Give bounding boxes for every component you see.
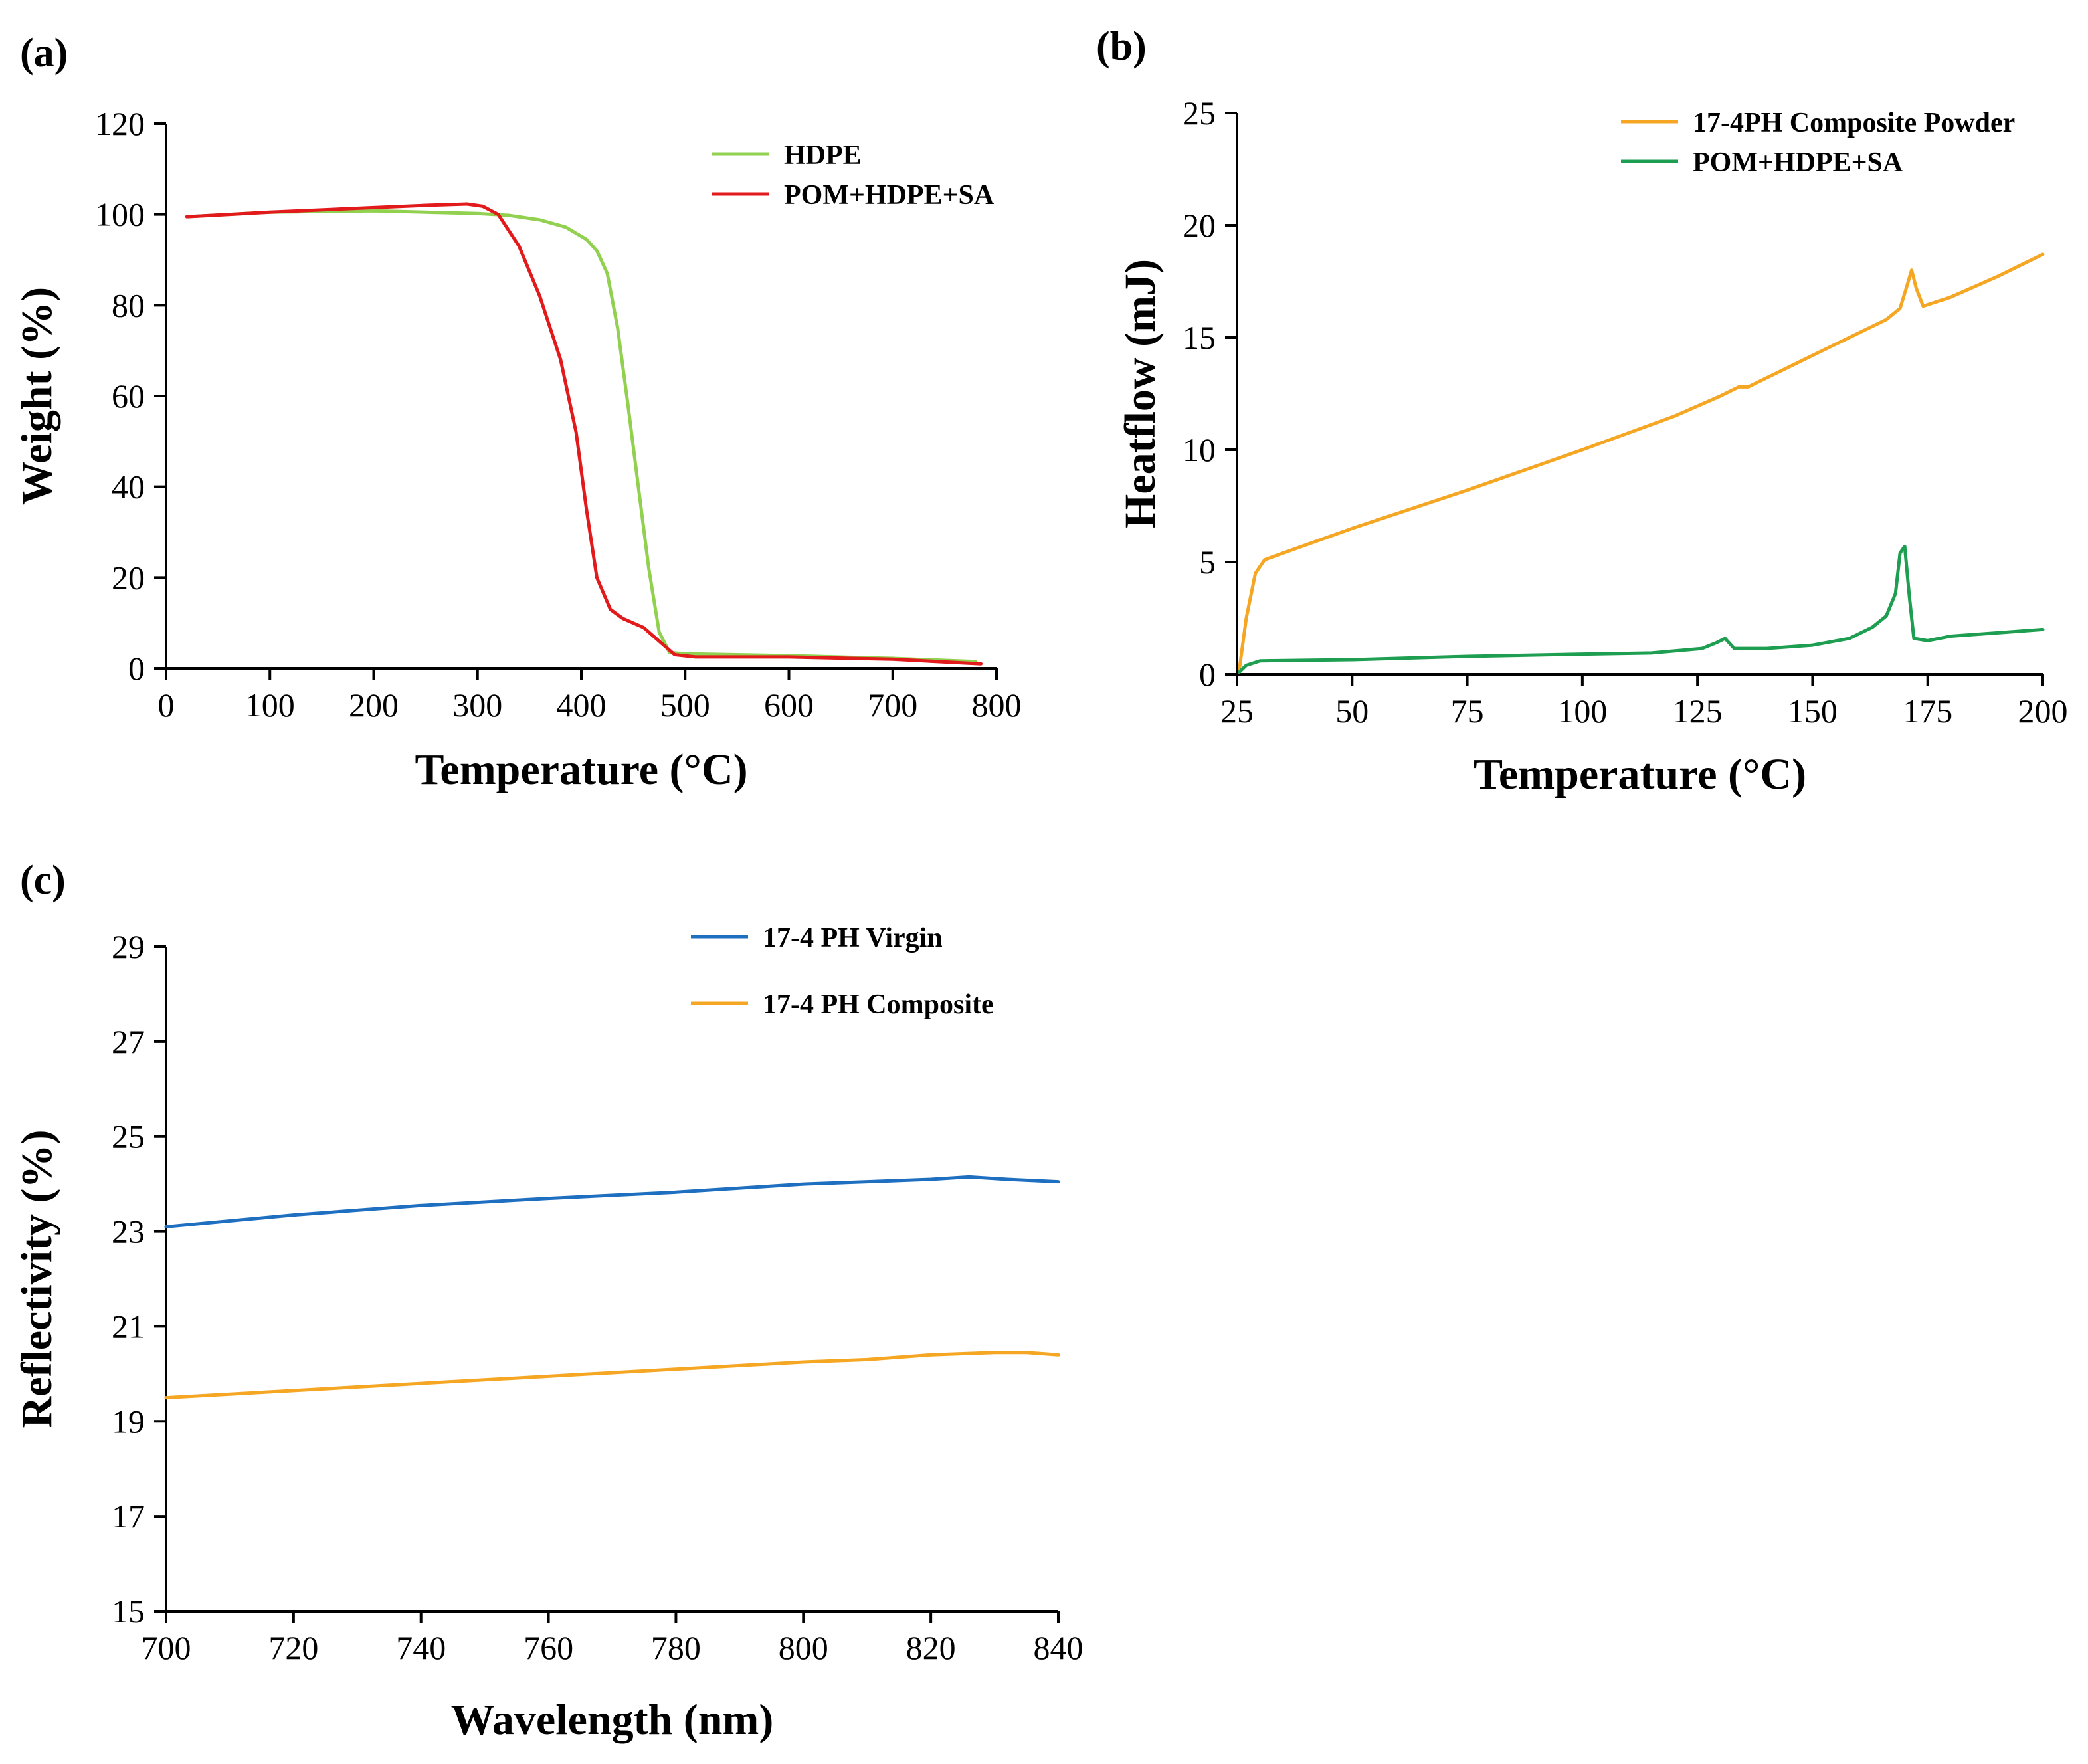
x-tick-label: 780: [651, 1629, 701, 1666]
x-axis-title: Temperature (°C): [1473, 750, 1806, 799]
y-tick-label: 120: [95, 105, 145, 142]
x-tick-label: 800: [972, 686, 1022, 724]
y-axis-title: Heatflow (mJ): [1116, 259, 1165, 528]
x-tick-label: 400: [557, 686, 607, 724]
y-tick-label: 20: [1183, 207, 1216, 244]
y-tick-label: 20: [112, 559, 145, 596]
y-tick-label: 29: [112, 928, 145, 965]
x-tick-label: 500: [660, 686, 710, 724]
x-tick-label: 300: [452, 686, 502, 724]
series-line-hdpe: [185, 209, 978, 664]
x-tick-label: 25: [1220, 692, 1254, 730]
y-tick-label: 100: [95, 196, 145, 233]
x-tick-label: 740: [396, 1629, 446, 1666]
legend: 17-4PH Composite Powder POM+HDPE+SA: [1621, 108, 2015, 178]
legend-label: 17-4 PH Virgin: [763, 923, 943, 953]
chart-panel-b: (b) 25 50 75 100 125 150 175 200 0 5 10 15 20 25 Temper…: [1096, 24, 2068, 799]
legend: 17-4 PH Virgin 17-4 PH Composite: [691, 923, 994, 1020]
x-tick-label: 800: [779, 1629, 828, 1666]
x-tick-label: 840: [1034, 1629, 1084, 1666]
legend-label: POM+HDPE+SA: [784, 180, 995, 211]
x-axis-title: Wavelength (nm): [451, 1696, 774, 1744]
y-tick-label: 19: [112, 1403, 145, 1440]
y-tick-label: 21: [112, 1308, 145, 1345]
x-tick-label: 720: [268, 1629, 318, 1666]
x-tick-label: 100: [245, 686, 295, 724]
x-tick-label: 150: [1788, 692, 1838, 730]
x-axis-title: Temperature (°C): [415, 745, 747, 794]
y-axis-title: Weight (%): [13, 287, 61, 505]
y-tick-label: 15: [112, 1593, 145, 1630]
y-tick-label: 27: [112, 1023, 145, 1060]
y-tick-label: 10: [1183, 431, 1216, 468]
y-axis-title: Reflectivity (%): [13, 1130, 61, 1428]
x-tick-label: 125: [1673, 692, 1723, 730]
panel-label: (b): [1096, 24, 1147, 69]
x-tick-label: 175: [1903, 692, 1952, 730]
x-tick-label: 200: [2018, 692, 2068, 730]
panel-label: (a): [20, 31, 68, 76]
y-tick-label: 15: [1183, 319, 1216, 356]
x-tick-label: 50: [1335, 692, 1369, 730]
legend-label: HDPE: [784, 140, 862, 171]
chart-panel-a: (a) 0 100 200 300 400 500 600 700 800 0 20 40 60 80 100…: [13, 31, 1021, 794]
series-line-pom-hdpe-sa: [1238, 544, 2045, 674]
y-tick-label: 17: [112, 1498, 145, 1535]
x-tick-label: 820: [906, 1629, 956, 1666]
y-tick-label: 80: [112, 286, 145, 324]
series-line-17-4-ph-composite: [164, 1351, 1060, 1400]
series-line-17-4ph-composite-powder: [1238, 252, 2045, 672]
panel-label: (c): [20, 858, 66, 903]
x-tick-label: 700: [868, 686, 917, 724]
legend-label: 17-4PH Composite Powder: [1693, 108, 2015, 138]
y-tick-label: 0: [1199, 656, 1216, 693]
legend: HDPE POM+HDPE+SA: [712, 140, 995, 211]
y-tick-label: 25: [112, 1118, 145, 1155]
y-tick-label: 0: [128, 650, 145, 687]
y-tick-label: 60: [112, 377, 145, 415]
series-line-17-4-ph-virgin: [164, 1175, 1060, 1228]
y-tick-label: 23: [112, 1213, 145, 1250]
x-tick-label: 0: [158, 686, 175, 724]
legend-label: 17-4 PH Composite: [763, 989, 994, 1020]
y-tick-label: 5: [1199, 543, 1216, 581]
y-tick-label: 25: [1183, 94, 1216, 132]
y-tick-label: 40: [112, 468, 145, 506]
chart-panel-c: (c) 700 720 740 760 780 800 820 840 15 17 19 21 23 25 2…: [13, 858, 1083, 1744]
series-line-pom-hdpe-sa: [185, 202, 983, 666]
x-tick-label: 200: [349, 686, 399, 724]
x-tick-label: 100: [1557, 692, 1607, 730]
legend-label: POM+HDPE+SA: [1693, 147, 1903, 178]
x-tick-label: 700: [142, 1629, 191, 1666]
x-tick-label: 760: [523, 1629, 573, 1666]
x-tick-label: 600: [764, 686, 814, 724]
x-tick-label: 75: [1451, 692, 1484, 730]
